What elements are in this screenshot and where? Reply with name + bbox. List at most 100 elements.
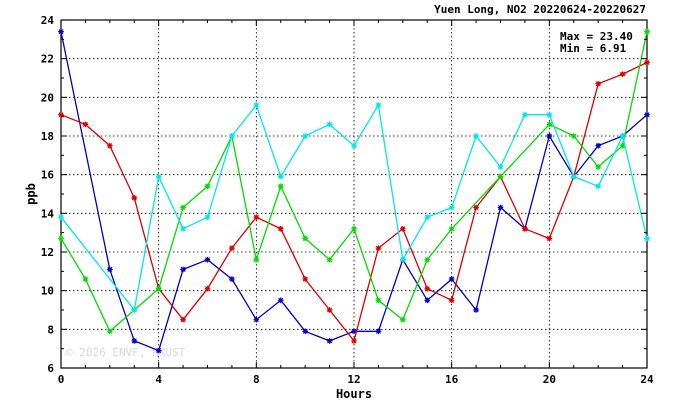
data-point	[400, 226, 406, 232]
y-tick-label: 8	[47, 323, 54, 336]
chart-title: Yuen Long, NO2 20220624-20220627	[434, 3, 646, 16]
data-point	[570, 133, 577, 139]
data-point	[326, 121, 333, 128]
data-point	[204, 214, 211, 220]
x-tick-label: 16	[445, 373, 459, 386]
series-line	[60, 31, 648, 352]
data-point	[497, 164, 504, 170]
data-point	[595, 142, 601, 149]
data-point	[522, 226, 528, 232]
data-point	[302, 276, 308, 282]
data-point	[595, 81, 601, 87]
watermark: © 2026 ENVF, HKUST	[66, 346, 186, 359]
data-point	[229, 245, 235, 251]
data-point	[546, 111, 553, 118]
data-point	[400, 316, 406, 323]
data-point	[131, 338, 138, 344]
data-point	[644, 59, 650, 66]
data-point	[107, 266, 113, 273]
data-point	[375, 328, 382, 335]
data-point	[351, 328, 357, 335]
x-tick-label: 4	[155, 373, 162, 386]
data-point	[375, 245, 382, 251]
data-point	[131, 307, 138, 313]
data-point	[277, 173, 284, 180]
data-point	[204, 285, 211, 292]
data-point	[58, 214, 64, 220]
data-point	[155, 285, 162, 292]
data-point	[277, 297, 284, 304]
data-point	[375, 102, 382, 108]
plot-area	[60, 19, 648, 369]
series-group	[58, 28, 650, 354]
data-point	[131, 195, 138, 201]
data-point	[473, 133, 479, 139]
data-point	[107, 142, 113, 149]
data-point	[546, 121, 553, 128]
data-point	[155, 347, 162, 354]
stats-min: Min = 6.91	[560, 42, 627, 55]
data-point	[204, 256, 211, 263]
data-point	[277, 226, 284, 232]
data-point	[595, 164, 601, 170]
data-point	[351, 226, 357, 232]
y-tick-label: 24	[41, 14, 55, 27]
data-point	[424, 214, 431, 220]
data-point	[253, 316, 260, 323]
data-point	[522, 111, 528, 118]
data-point	[351, 338, 357, 344]
data-point	[448, 226, 455, 232]
data-point	[253, 214, 260, 220]
data-point	[82, 276, 89, 282]
data-point	[82, 121, 89, 128]
x-tick-label: 8	[253, 373, 260, 386]
data-point	[302, 328, 308, 335]
data-point	[497, 173, 504, 180]
data-point	[302, 133, 308, 139]
data-point	[595, 183, 601, 190]
series-4	[58, 102, 650, 313]
data-point	[229, 276, 235, 282]
data-point	[180, 266, 186, 273]
data-point	[644, 28, 650, 35]
data-point	[424, 256, 431, 263]
stats-max: Max = 23.40	[560, 30, 633, 43]
data-point	[155, 173, 162, 180]
data-point	[204, 183, 211, 190]
y-axis-label: ppb	[24, 183, 38, 205]
x-tick-label: 20	[543, 373, 556, 386]
data-point	[497, 204, 504, 211]
data-point	[375, 297, 382, 304]
x-axis-label: Hours	[336, 387, 372, 401]
data-point	[546, 235, 553, 242]
data-point	[473, 204, 479, 211]
data-point	[351, 142, 357, 149]
ticks: 0 4 8 12 16 20 24 6 8 10 12 14 16 18 20 22 24	[41, 14, 654, 386]
data-point	[277, 183, 284, 190]
data-point	[424, 297, 431, 304]
data-point	[473, 307, 479, 313]
data-point	[619, 142, 626, 149]
data-point	[644, 111, 650, 118]
y-tick-label: 12	[41, 246, 54, 259]
y-tick-label: 10	[41, 285, 54, 298]
data-point	[253, 256, 260, 263]
data-point	[448, 204, 455, 211]
data-point	[326, 307, 333, 313]
data-point	[400, 256, 406, 263]
data-point	[619, 133, 626, 139]
data-point	[107, 328, 113, 335]
data-point	[619, 71, 626, 77]
y-tick-label: 20	[41, 91, 54, 104]
x-tick-label: 12	[347, 373, 360, 386]
data-point	[58, 235, 64, 242]
data-point	[424, 285, 431, 292]
data-point	[326, 256, 333, 263]
y-tick-label: 22	[41, 53, 54, 66]
y-tick-label: 18	[41, 130, 54, 143]
data-point	[326, 338, 333, 344]
data-point	[570, 173, 577, 180]
y-tick-label: 6	[47, 362, 54, 375]
